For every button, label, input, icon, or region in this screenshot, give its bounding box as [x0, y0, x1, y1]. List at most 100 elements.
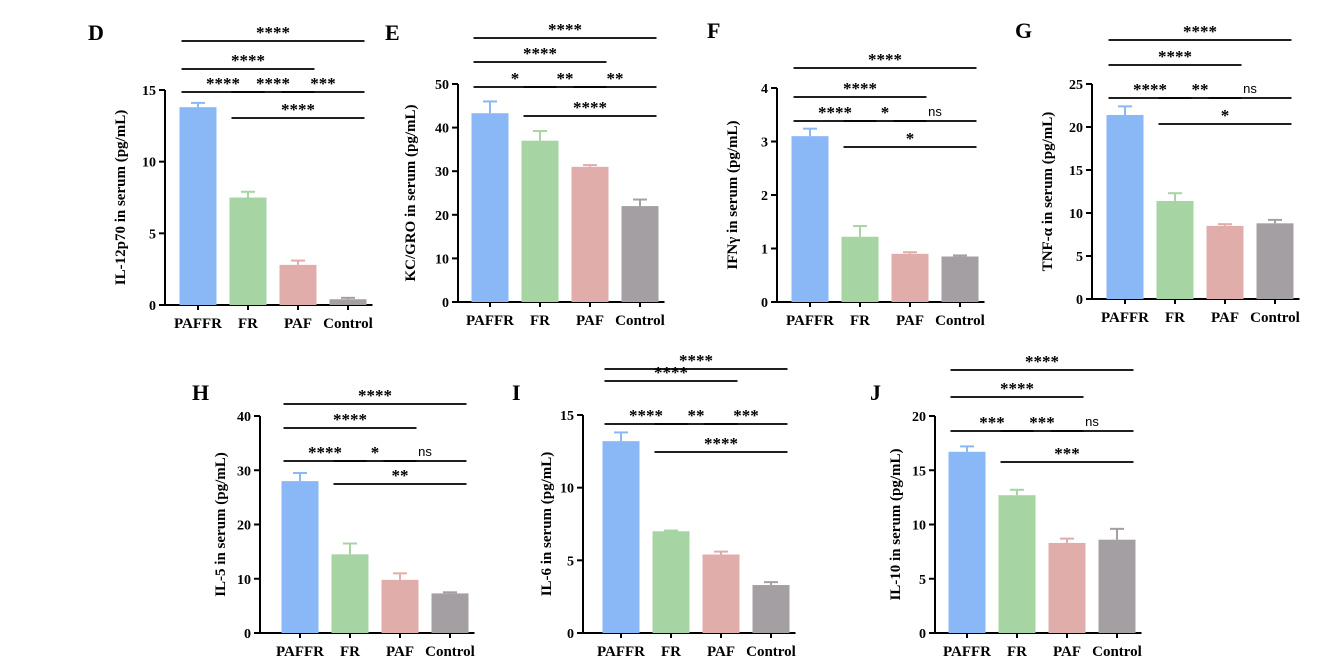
significance-label: **** [333, 410, 367, 429]
x-tick-label: PAFFR [174, 316, 222, 332]
bar-control [329, 299, 367, 305]
y-tick-label: 0 [149, 299, 156, 314]
x-tick-label: FR [238, 316, 258, 332]
bar-fr [331, 554, 369, 633]
significance-label: **** [629, 406, 663, 425]
significance-label: **** [281, 100, 315, 119]
x-tick-label: PAF [576, 313, 604, 329]
significance-label: *** [1029, 413, 1055, 432]
significance-label: ** [607, 69, 624, 88]
significance-label: *** [310, 74, 336, 93]
significance-label: **** [704, 434, 738, 453]
x-tick-label: PAFFR [597, 644, 645, 660]
bar-control [621, 206, 659, 302]
significance-label: *** [1054, 444, 1080, 463]
y-tick-label: 4 [761, 82, 768, 97]
panel-letter: F [707, 18, 720, 43]
y-tick-label: 20 [435, 209, 449, 224]
bar-fr [1156, 200, 1194, 299]
significance-label: **** [256, 23, 290, 42]
bar-paf [702, 554, 740, 633]
significance-label: ns [1085, 414, 1099, 429]
significance-label: *** [733, 406, 759, 425]
panel-i: I 0 5 10 15 IL-6 in serum (pg/mL) PAFFR FR PAF Co… [512, 351, 796, 660]
significance-label: * [1221, 106, 1230, 125]
y-tick-label: 20 [912, 410, 926, 425]
significance-label: **** [1000, 379, 1034, 398]
y-tick-label: 10 [237, 573, 251, 588]
x-tick-label: Control [1092, 644, 1142, 660]
y-axis-title: IL-6 in serum (pg/mL) [539, 452, 555, 597]
bar-paf [1206, 225, 1244, 299]
y-tick-label: 0 [1076, 293, 1083, 308]
bar-paffr [948, 451, 986, 633]
x-tick-label: PAF [386, 644, 414, 660]
significance-label: * [881, 103, 890, 122]
y-tick-label: 10 [435, 252, 449, 267]
bar-fr [652, 531, 690, 633]
bar-control [941, 256, 979, 302]
panel-letter: G [1015, 18, 1032, 43]
panel-letter: J [870, 380, 881, 405]
y-tick-label: 25 [1069, 78, 1083, 93]
x-tick-label: PAFFR [1101, 310, 1149, 326]
y-tick-label: 15 [560, 409, 574, 424]
significance-label: ** [1192, 80, 1209, 99]
y-tick-label: 20 [237, 519, 251, 534]
y-tick-label: 30 [435, 165, 449, 180]
x-tick-label: FR [1165, 310, 1185, 326]
y-axis-title: IFNγ in serum (pg/mL) [725, 120, 741, 269]
significance-label: *** [979, 413, 1005, 432]
bar-fr [998, 495, 1036, 633]
bar-paffr [471, 113, 509, 302]
bar-control [752, 585, 790, 633]
y-axis-title: IL-12p70 in serum (pg/mL) [113, 110, 129, 285]
x-tick-label: FR [1007, 644, 1027, 660]
bar-paffr [791, 136, 829, 302]
significance-label: **** [679, 351, 713, 370]
significance-label: * [371, 443, 380, 462]
y-axis-title: KC/GRO in serum (pg/mL) [403, 104, 419, 281]
significance-label: ns [418, 444, 432, 459]
x-tick-label: FR [850, 313, 870, 329]
x-tick-label: FR [661, 644, 681, 660]
y-tick-label: 0 [442, 296, 449, 311]
significance-label: ** [557, 69, 574, 88]
bar-paffr [179, 107, 217, 305]
significance-label: **** [868, 50, 902, 69]
y-tick-label: 3 [761, 136, 768, 151]
significance-label: **** [843, 79, 877, 98]
y-tick-label: 15 [1069, 164, 1083, 179]
y-tick-label: 30 [237, 464, 251, 479]
significance-label: * [906, 129, 915, 148]
x-tick-label: PAF [1053, 644, 1081, 660]
significance-label: ns [928, 104, 942, 119]
y-tick-label: 10 [142, 156, 156, 171]
bar-fr [229, 197, 267, 305]
bar-paf [1048, 542, 1086, 633]
significance-label: **** [231, 51, 265, 70]
significance-label: ** [688, 406, 705, 425]
panel-letter: D [88, 20, 104, 45]
x-tick-label: Control [615, 313, 665, 329]
y-tick-label: 0 [761, 296, 768, 311]
x-tick-label: Control [1250, 310, 1300, 326]
y-tick-label: 5 [567, 554, 574, 569]
panel-g: G 0 5 10 15 20 25 TNF-α in serum (pg/mL) PAFFR FR… [1015, 18, 1300, 326]
y-tick-label: 0 [567, 627, 574, 642]
bar-control [1256, 223, 1294, 299]
y-tick-label: 5 [1076, 250, 1083, 265]
significance-label: **** [1133, 80, 1167, 99]
y-tick-label: 20 [1069, 121, 1083, 136]
y-tick-label: 50 [435, 78, 449, 93]
y-tick-label: 0 [919, 627, 926, 642]
x-tick-label: PAFFR [786, 313, 834, 329]
bar-fr [841, 236, 879, 302]
x-tick-label: FR [340, 644, 360, 660]
y-tick-label: 10 [912, 519, 926, 534]
bar-paf [381, 579, 419, 633]
y-axis-title: IL-10 in serum (pg/mL) [888, 448, 904, 600]
significance-label: ns [1243, 81, 1257, 96]
